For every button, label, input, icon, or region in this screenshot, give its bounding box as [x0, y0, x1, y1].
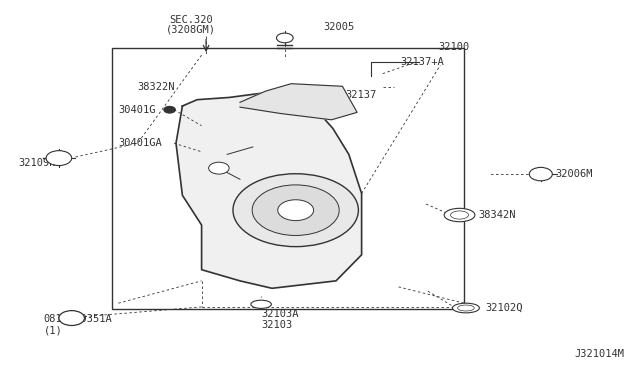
- Ellipse shape: [458, 305, 474, 311]
- Ellipse shape: [451, 211, 468, 219]
- Circle shape: [252, 185, 339, 235]
- Text: B: B: [69, 314, 74, 323]
- Ellipse shape: [444, 208, 475, 222]
- Text: 32103: 32103: [261, 321, 292, 330]
- Text: 32006M: 32006M: [556, 169, 593, 179]
- Circle shape: [529, 167, 552, 181]
- Circle shape: [276, 33, 293, 43]
- Text: 32137+A: 32137+A: [400, 58, 444, 67]
- Circle shape: [209, 162, 229, 174]
- Text: 38322N: 38322N: [138, 83, 175, 92]
- Ellipse shape: [251, 300, 271, 308]
- Text: 32102Q: 32102Q: [485, 303, 523, 313]
- Text: 32137: 32137: [346, 90, 377, 100]
- Text: SEC.320: SEC.320: [169, 16, 212, 25]
- Text: 32109N: 32109N: [18, 158, 56, 168]
- Circle shape: [59, 311, 84, 326]
- Text: (3208GM): (3208GM): [166, 24, 216, 34]
- Ellipse shape: [452, 303, 479, 313]
- Circle shape: [164, 106, 175, 113]
- Polygon shape: [240, 84, 357, 120]
- Text: 32100: 32100: [438, 42, 470, 51]
- Bar: [112, 48, 464, 309]
- Text: 08184-0351A
(1): 08184-0351A (1): [44, 314, 112, 335]
- Polygon shape: [176, 92, 362, 288]
- Text: 32005: 32005: [323, 22, 355, 32]
- Circle shape: [278, 200, 314, 221]
- Text: J321014M: J321014M: [574, 349, 624, 359]
- Text: 38342N: 38342N: [479, 210, 516, 220]
- Text: 30401G: 30401G: [118, 105, 156, 115]
- Text: 30401GA: 30401GA: [118, 138, 162, 148]
- Circle shape: [46, 151, 72, 166]
- Circle shape: [233, 174, 358, 247]
- Text: 32103A: 32103A: [261, 310, 299, 319]
